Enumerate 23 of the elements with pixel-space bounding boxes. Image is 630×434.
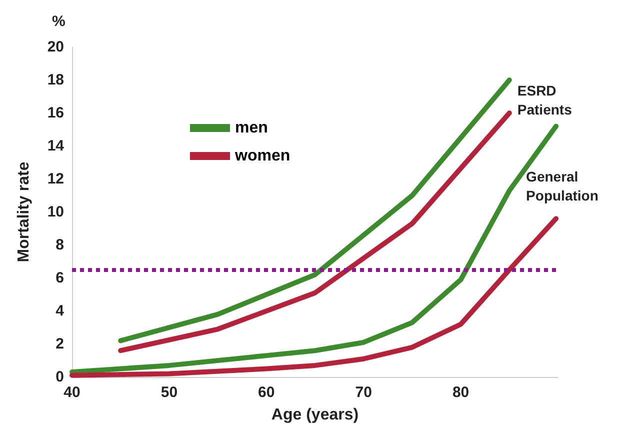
- legend-label: women: [234, 148, 290, 164]
- legend-label: men: [235, 120, 268, 136]
- y-tick-label: 6: [56, 270, 64, 286]
- y-tick-label: 14: [47, 138, 65, 154]
- annotation: ESRD Patients: [517, 82, 572, 118]
- x-tick-label: 70: [355, 384, 372, 401]
- y-tick-label: 0: [56, 368, 64, 386]
- y-axis-title: Mortality rate: [16, 162, 32, 262]
- y-tick-label: 18: [47, 72, 64, 88]
- y-tick-label: 12: [47, 170, 64, 188]
- y-tick-label: 20: [47, 38, 64, 56]
- x-tick-label: 80: [452, 384, 470, 401]
- text: %: [52, 13, 66, 30]
- x-axis-title: Age (years): [271, 406, 359, 424]
- y-tick-label: 4: [56, 302, 65, 320]
- y-tick-label: 8: [56, 236, 64, 254]
- x-tick-label: 50: [160, 384, 178, 401]
- x-tick-label: 60: [258, 384, 275, 401]
- y-tick-label: 2: [56, 336, 64, 352]
- x-tick-label: 40: [64, 384, 80, 401]
- y-tick-label: 16: [47, 104, 64, 122]
- annotation: General Population: [526, 168, 598, 204]
- y-tick-label: 10: [47, 204, 64, 220]
